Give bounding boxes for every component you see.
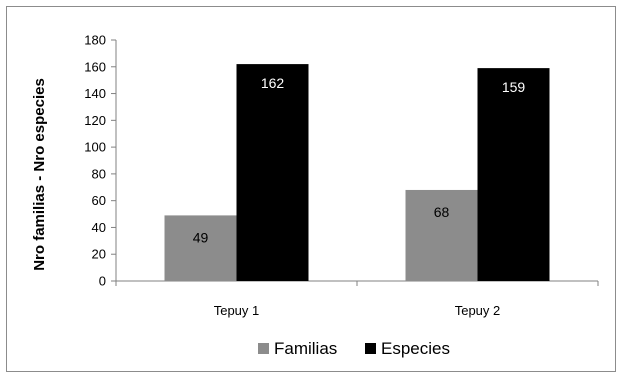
data-label: 159 — [502, 79, 526, 95]
y-axis-title: Nro familias - Nro especies — [31, 78, 48, 271]
x-category-label: Tepuy 2 — [455, 303, 501, 318]
x-category-label: Tepuy 1 — [214, 303, 260, 318]
y-tick-label: 80 — [92, 166, 106, 181]
legend-swatch-especies — [365, 343, 376, 354]
y-tick-label: 0 — [99, 274, 106, 289]
data-label: 68 — [434, 204, 450, 220]
y-tick-label: 100 — [84, 140, 106, 155]
data-label: 162 — [261, 75, 285, 91]
legend-swatch-familias — [258, 343, 269, 354]
legend-label-familias: Familias — [274, 339, 337, 358]
y-tick-label: 180 — [84, 33, 106, 48]
data-label: 49 — [193, 229, 209, 245]
y-tick-label: 120 — [84, 113, 106, 128]
y-tick-label: 60 — [92, 193, 106, 208]
bar-especies-1 — [236, 64, 309, 281]
bar-familias-2 — [405, 189, 478, 281]
legend-label-especies: Especies — [381, 339, 450, 358]
y-tick-label: 20 — [92, 247, 106, 262]
y-tick-label: 160 — [84, 59, 106, 74]
bar-especies-2 — [477, 68, 550, 281]
y-tick-label: 140 — [84, 86, 106, 101]
bar-familias-1 — [164, 215, 237, 281]
y-tick-label: 40 — [92, 220, 106, 235]
